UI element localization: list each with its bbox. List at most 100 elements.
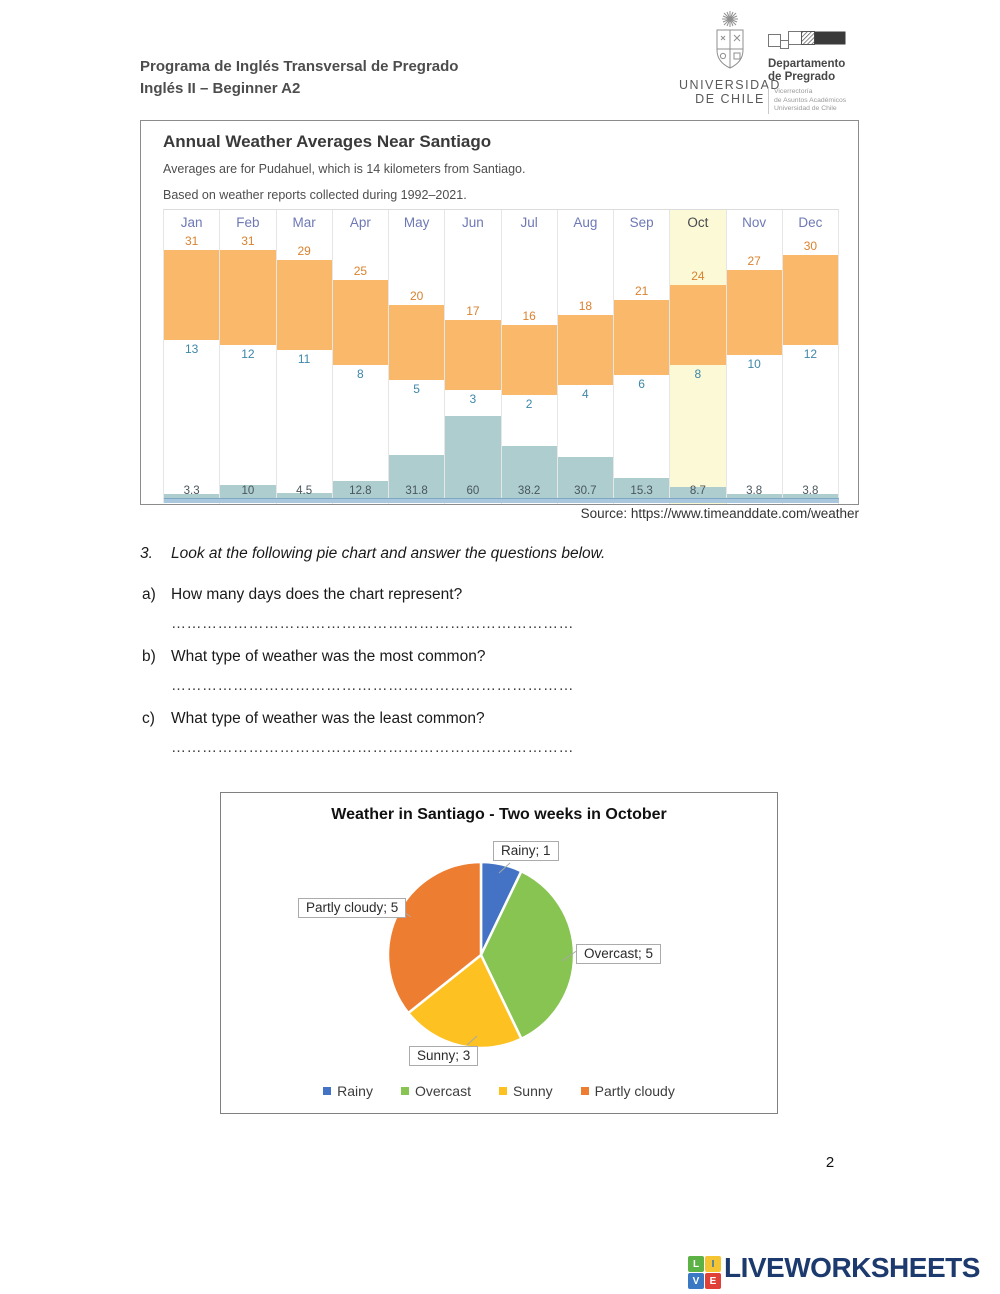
month-column-apr: Apr 25 8 12.8 [332, 210, 389, 504]
precipitation-label: 12.8 [349, 485, 372, 497]
month-label: Jul [520, 215, 538, 230]
high-temp-label: 17 [466, 304, 480, 318]
temperature-bar [445, 320, 501, 390]
temperature-bar [220, 250, 276, 345]
low-temp-label: 5 [413, 382, 420, 396]
high-temp-label: 30 [803, 239, 818, 253]
month-label: Nov [742, 215, 767, 230]
department-sub3: Universidad de Chile [774, 105, 837, 112]
month-column-nov: Nov 27 10 3.8 [726, 210, 783, 504]
pie-callout-rainy: Rainy; 1 [493, 841, 559, 861]
precipitation-bar [557, 456, 613, 499]
department-name-line2: de Pregrado [768, 71, 836, 83]
university-logo: UNIVERSIDAD DE CHILE [675, 10, 785, 106]
high-temp-label: 24 [691, 269, 705, 283]
precipitation-label: 31.8 [405, 485, 428, 497]
answer-line-c: …………………………………………………………………………………… [171, 739, 576, 756]
logo-tile-l: L [688, 1256, 704, 1272]
precipitation-label: 60 [466, 485, 480, 497]
question-b-label: b) [142, 648, 156, 665]
month-column-dec: Dec 30 12 3.8 [782, 210, 839, 504]
precipitation-label: 8.7 [689, 485, 706, 497]
low-temp-label: 12 [241, 347, 255, 361]
university-name-line2: DE CHILE [695, 92, 765, 106]
answer-line-a: …………………………………………………………………………………… [171, 615, 576, 632]
temperature-bar [332, 280, 388, 365]
month-label: Sep [629, 215, 654, 230]
precipitation-label: 3.8 [802, 485, 819, 497]
precipitation-bar [782, 493, 838, 499]
precipitation-bar [501, 446, 557, 499]
month-column-feb: Feb 31 12 10 [220, 210, 277, 504]
department-sub2: de Asuntos Académicos [774, 96, 847, 104]
pie-chart-title: Weather in Santiago - Two weeks in Octob… [331, 806, 667, 823]
pie-callout-partly-cloudy: Partly cloudy; 5 [298, 898, 407, 918]
month-label: Mar [292, 215, 316, 230]
temperature-bar [164, 250, 220, 340]
legend-item-sunny: Sunny [498, 1083, 553, 1099]
question-number: 3. [140, 545, 153, 562]
low-temp-label: 8 [694, 367, 702, 381]
question-c-label: c) [142, 710, 155, 727]
low-temp-label: 13 [184, 342, 199, 356]
low-temp-label: 6 [638, 377, 645, 391]
pie-chart-panel: Weather in Santiago - Two weeks in Octob… [220, 792, 778, 1114]
pie-slice-overcast [479, 869, 576, 1041]
month-column-jun: Jun 17 3 60 [445, 210, 502, 504]
legend-swatch-icon [580, 1087, 589, 1095]
legend-item-partly-cloudy: Partly cloudy [580, 1083, 675, 1099]
callout-leader-line [498, 862, 511, 874]
department-squares-icon [768, 31, 846, 49]
precipitation-bar [220, 485, 276, 499]
chart-baseline [164, 498, 839, 503]
weather-bar-chart: Jan 31 13 3.3 Feb 31 12 10 Mar 29 11 4.5 Apr 25 8 12.8 M… [163, 209, 839, 504]
department-logo: Departamento de Pregrado Vicerrectoría d… [768, 28, 848, 114]
precipitation-bar [670, 486, 726, 499]
low-temp-label: 10 [747, 357, 761, 371]
precipitation-label: 3.3 [183, 485, 200, 497]
liveworksheets-wordmark: LIVEWORKSHEETS [724, 1252, 980, 1283]
question-b-text: What type of weather was the most common… [171, 648, 486, 665]
precipitation-bar [276, 492, 332, 499]
precipitation-label: 30.7 [574, 485, 597, 497]
high-temp-label: 31 [184, 234, 199, 248]
month-label: Jan [180, 215, 203, 230]
high-temp-label: 21 [634, 284, 649, 298]
month-column-jul: Jul 16 2 38.2 [501, 210, 558, 504]
month-label: Apr [349, 215, 371, 230]
weather-averages-panel: Annual Weather Averages Near Santiago Av… [140, 120, 859, 505]
high-temp-label: 27 [747, 254, 761, 268]
logo-tile-v: V [688, 1273, 704, 1289]
source-caption: Source: https://www.timeanddate.com/weat… [580, 506, 859, 521]
high-temp-label: 16 [522, 309, 536, 323]
temperature-bar [614, 300, 670, 375]
precipitation-bar [445, 416, 501, 499]
precipitation-label: 15.3 [630, 485, 653, 497]
precipitation-bar [389, 455, 445, 499]
legend-swatch-icon [323, 1087, 332, 1095]
legend-label: Rainy [337, 1083, 373, 1099]
pie-callout-sunny: Sunny; 3 [409, 1046, 479, 1066]
question-a-label: a) [142, 586, 156, 603]
precipitation-bar [164, 494, 220, 499]
month-column-mar: Mar 29 11 4.5 [276, 210, 333, 504]
department-sub1: Vicerrectoría [774, 88, 813, 95]
precipitation-bar [332, 481, 388, 499]
month-column-aug: Aug 18 4 30.7 [557, 210, 614, 504]
high-temp-label: 29 [297, 244, 311, 258]
temperature-bar [501, 325, 557, 395]
question-intro: Look at the following pie chart and answ… [171, 545, 606, 562]
low-temp-label: 11 [297, 352, 311, 366]
precipitation-label: 38.2 [517, 485, 541, 497]
precipitation-label: 10 [241, 485, 255, 497]
answer-line-b: …………………………………………………………………………………… [171, 677, 576, 694]
logo-tile-e: E [705, 1273, 721, 1289]
month-column-jan: Jan 31 13 3.3 [164, 210, 221, 504]
high-temp-label: 18 [578, 299, 593, 313]
pie-slice-sunny [406, 953, 524, 1050]
university-name-line1: UNIVERSIDAD [679, 78, 781, 92]
temperature-bar [557, 315, 613, 385]
university-shield-icon [716, 11, 744, 69]
legend-swatch-icon [498, 1087, 507, 1095]
